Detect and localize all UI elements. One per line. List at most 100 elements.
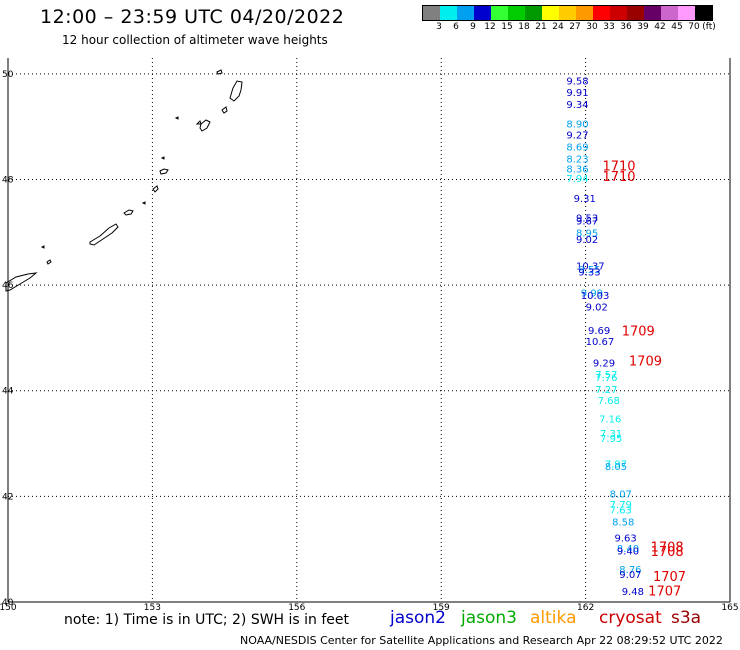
swh-value: 8.40: [617, 544, 639, 555]
lat-tick-label: 50: [2, 70, 14, 80]
lat-tick-label: 46: [2, 281, 14, 291]
swh-value: 9.34: [566, 100, 588, 111]
legend-swatches: [422, 5, 713, 21]
legend-swatch: [559, 6, 576, 20]
swh-value: 8.69: [566, 142, 588, 153]
legend-label: 45: [671, 22, 683, 32]
swh-value: 9.02: [586, 302, 608, 313]
island-shape: [199, 119, 211, 132]
track-time-label: 1709: [622, 324, 655, 339]
island-shape: [152, 185, 159, 193]
legend-swatch: [457, 6, 474, 20]
island-shape: [5, 272, 38, 292]
swh-value: 7.95: [600, 434, 622, 445]
track-time-label: 1709: [629, 354, 662, 369]
legend-swatch: [474, 6, 491, 20]
legend-swatch: [440, 6, 457, 20]
swh-value: 9.33: [578, 268, 600, 279]
track-time-label: 1707: [648, 585, 681, 600]
legend-swatch: [593, 6, 610, 20]
lon-tick-label: 156: [288, 603, 305, 613]
swh-value: 9.29: [593, 358, 615, 369]
swh-value: 7.94: [566, 174, 588, 185]
legend-label: 21: [535, 22, 547, 32]
legend-swatch: [508, 6, 525, 20]
satellite-name: cryosat: [599, 608, 662, 628]
island-shape: [46, 259, 52, 265]
legend-swatch: [678, 6, 695, 20]
legend-swatch: [695, 6, 712, 20]
color-legend: 3 6 9 12 15 18 21 24 27 30 33 36 39 42 45 70 (ft): [422, 5, 716, 33]
swh-value: 9.27: [566, 130, 588, 141]
lon-tick-label: 159: [433, 603, 450, 613]
legend-label: 6: [453, 22, 459, 32]
legend-swatch: [491, 6, 508, 20]
island-shape: [216, 69, 223, 75]
swh-value: 7.79: [610, 500, 632, 511]
legend-labels: 3 6 9 12 15 18 21 24 27 30 33 36 39 42 45 70 (ft): [422, 21, 716, 33]
island-shape: [123, 209, 134, 216]
legend-swatch: [525, 6, 542, 20]
lat-tick-label: 42: [2, 492, 13, 502]
track-time-label: 1710: [602, 159, 635, 174]
swh-value: 10.03: [581, 291, 610, 302]
swh-value: 9.31: [574, 194, 596, 205]
swh-value: 10.67: [586, 337, 615, 348]
legend-swatch: [423, 6, 440, 20]
legend-swatch: [576, 6, 593, 20]
track-time-label: 1707: [653, 570, 686, 585]
satellite-name: s3a: [671, 608, 702, 628]
legend-label: 24: [552, 22, 564, 32]
legend-label: 27: [569, 22, 581, 32]
swh-value: 9.69: [588, 326, 610, 337]
legend-unit: (ft): [702, 22, 716, 32]
legend-label: 33: [603, 22, 615, 32]
page-title: 12:00 – 23:59 UTC 04/20/2022: [40, 6, 345, 28]
island-shape: [89, 223, 119, 246]
legend-swatch: [542, 6, 559, 20]
swh-value: 7.57: [595, 370, 617, 381]
legend-label: 42: [654, 22, 666, 32]
legend-label: 12: [484, 22, 496, 32]
lat-tick-label: 48: [2, 175, 14, 185]
map-gridlines: [7, 58, 731, 603]
legend-swatch: [661, 6, 678, 20]
swh-value: 9.99: [581, 289, 603, 300]
swh-value: 9.40: [617, 546, 639, 557]
legend-label: 70: [688, 22, 700, 32]
lat-tick-label: 40: [2, 598, 14, 608]
island-shape: [160, 156, 165, 160]
swh-value: 9.02: [576, 235, 598, 246]
swh-value: 7.68: [598, 396, 620, 407]
satellite-name: jason2: [390, 608, 446, 628]
swh-value: 7.97: [605, 459, 627, 470]
footer-note: note: 1) Time is in UTC; 2) SWH is in fe…: [64, 612, 350, 628]
swh-value: 8.58: [612, 517, 634, 528]
swh-value: 7.63: [610, 505, 632, 516]
lat-tick-label: 44: [2, 387, 14, 397]
swh-value: 7.31: [600, 429, 622, 440]
island-shape: [40, 245, 45, 249]
swh-value: 9.48: [622, 587, 644, 598]
track-time-label: 1708: [651, 540, 684, 555]
island-shape: [141, 201, 146, 205]
island-shape: [221, 106, 228, 114]
legend-label: 9: [470, 22, 476, 32]
island-shape: [159, 168, 169, 175]
swh-value: 7.76: [595, 373, 617, 384]
legend-swatch: [627, 6, 644, 20]
swh-value: 8.05: [605, 462, 627, 473]
legend-label: 30: [586, 22, 598, 32]
axis-labels: 150 153 156 159 162 165 40 42 44 46 48 50: [0, 70, 739, 613]
lon-tick-label: 150: [0, 603, 17, 613]
lon-tick-label: 153: [144, 603, 161, 613]
swh-value: 9.53: [576, 214, 598, 225]
swh-value: 9.58: [566, 76, 588, 87]
swh-value: 9.63: [614, 533, 636, 544]
legend-label: 36: [620, 22, 632, 32]
lon-tick-label: 165: [721, 603, 738, 613]
swh-value: 9.67: [576, 216, 598, 227]
swh-observations: 9.589.919.34 8.909.278.69 8.238.367.94 9.31…: [566, 76, 644, 598]
